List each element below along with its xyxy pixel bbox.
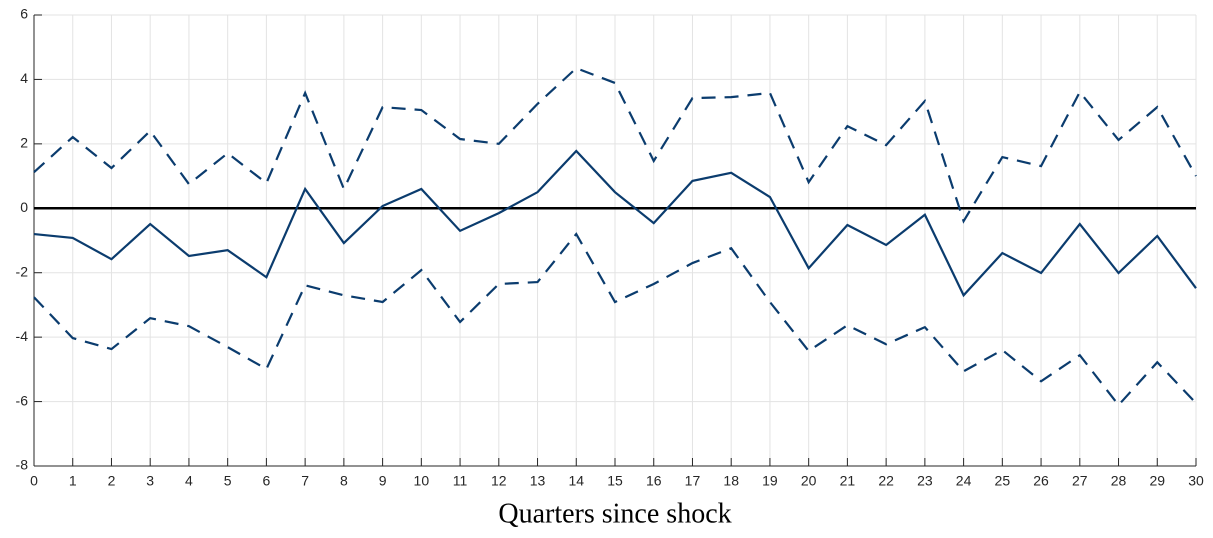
y-tick-label: -6 [16, 392, 29, 408]
x-tick-label: 15 [607, 473, 623, 489]
x-tick-label: 17 [685, 473, 701, 489]
x-tick-label: 10 [414, 473, 430, 489]
x-tick-label: 25 [995, 473, 1011, 489]
x-tick-label: 7 [301, 473, 309, 489]
x-tick-label: 20 [801, 473, 817, 489]
y-tick-label: -2 [16, 263, 29, 279]
x-tick-label: 8 [340, 473, 348, 489]
y-tick-label: 0 [20, 199, 28, 215]
x-tick-label: 1 [69, 473, 77, 489]
x-tick-label: 3 [146, 473, 154, 489]
x-tick-label: 29 [1149, 473, 1165, 489]
x-tick-label: 2 [108, 473, 116, 489]
x-tick-label: 12 [491, 473, 507, 489]
x-tick-label: 6 [263, 473, 271, 489]
data-line [33, 232, 1197, 407]
x-tick-label: 13 [530, 473, 546, 489]
x-tick-label: 27 [1072, 473, 1088, 489]
y-tick-label: 6 [20, 6, 28, 22]
x-tick-label: 11 [453, 473, 468, 489]
data-line [33, 149, 1197, 298]
x-tick-label: 9 [379, 473, 387, 489]
x-tick-label: 5 [224, 473, 232, 489]
x-tick-label: 19 [762, 473, 778, 489]
x-tick-label: 16 [646, 473, 662, 489]
x-tick-label: 14 [568, 473, 584, 489]
y-tick-label: 2 [20, 135, 28, 151]
data-line [33, 66, 1197, 224]
x-tick-label: 24 [956, 473, 972, 489]
y-tick-label: 4 [20, 70, 28, 86]
x-axis-label: Quarters since shock [498, 498, 731, 529]
x-tick-label: 26 [1033, 473, 1049, 489]
x-tick-label: 18 [723, 473, 739, 489]
x-tick-label: 4 [185, 473, 193, 489]
y-tick-label: -4 [16, 328, 29, 344]
x-tick-label: 28 [1111, 473, 1127, 489]
x-tick-label: 23 [917, 473, 933, 489]
x-tick-label: 22 [878, 473, 894, 489]
x-tick-label: 0 [30, 473, 38, 489]
y-tick-label: -8 [16, 457, 29, 473]
x-tick-label: 30 [1188, 473, 1204, 489]
x-tick-label: 21 [840, 473, 856, 489]
